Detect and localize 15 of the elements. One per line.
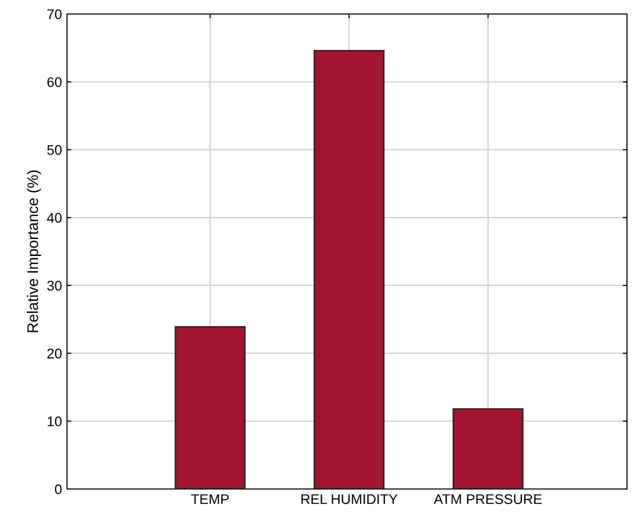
bar — [452, 408, 524, 489]
y-tick-label: 30 — [47, 280, 62, 291]
y-tick-label: 0 — [54, 484, 62, 494]
x-tick-label: TEMP — [191, 494, 229, 504]
x-tick-label: REL HUMIDITY — [301, 494, 398, 504]
y-tick-label: 40 — [47, 212, 62, 223]
bar — [174, 326, 246, 489]
x-tick-label: ATM PRESSURE — [434, 494, 542, 504]
bar — [314, 50, 385, 489]
y-tick-label: 10 — [48, 416, 62, 426]
y-tick-label: 20 — [47, 348, 62, 358]
y-tick-label: 50 — [47, 145, 62, 155]
y-tick-label: 60 — [47, 77, 62, 88]
y-axis-title: Relative Importance (%) — [26, 170, 42, 332]
y-tick-label: 70 — [47, 9, 62, 20]
